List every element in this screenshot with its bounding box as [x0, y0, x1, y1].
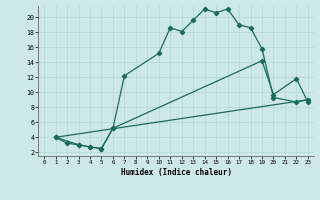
X-axis label: Humidex (Indice chaleur): Humidex (Indice chaleur) — [121, 168, 231, 177]
